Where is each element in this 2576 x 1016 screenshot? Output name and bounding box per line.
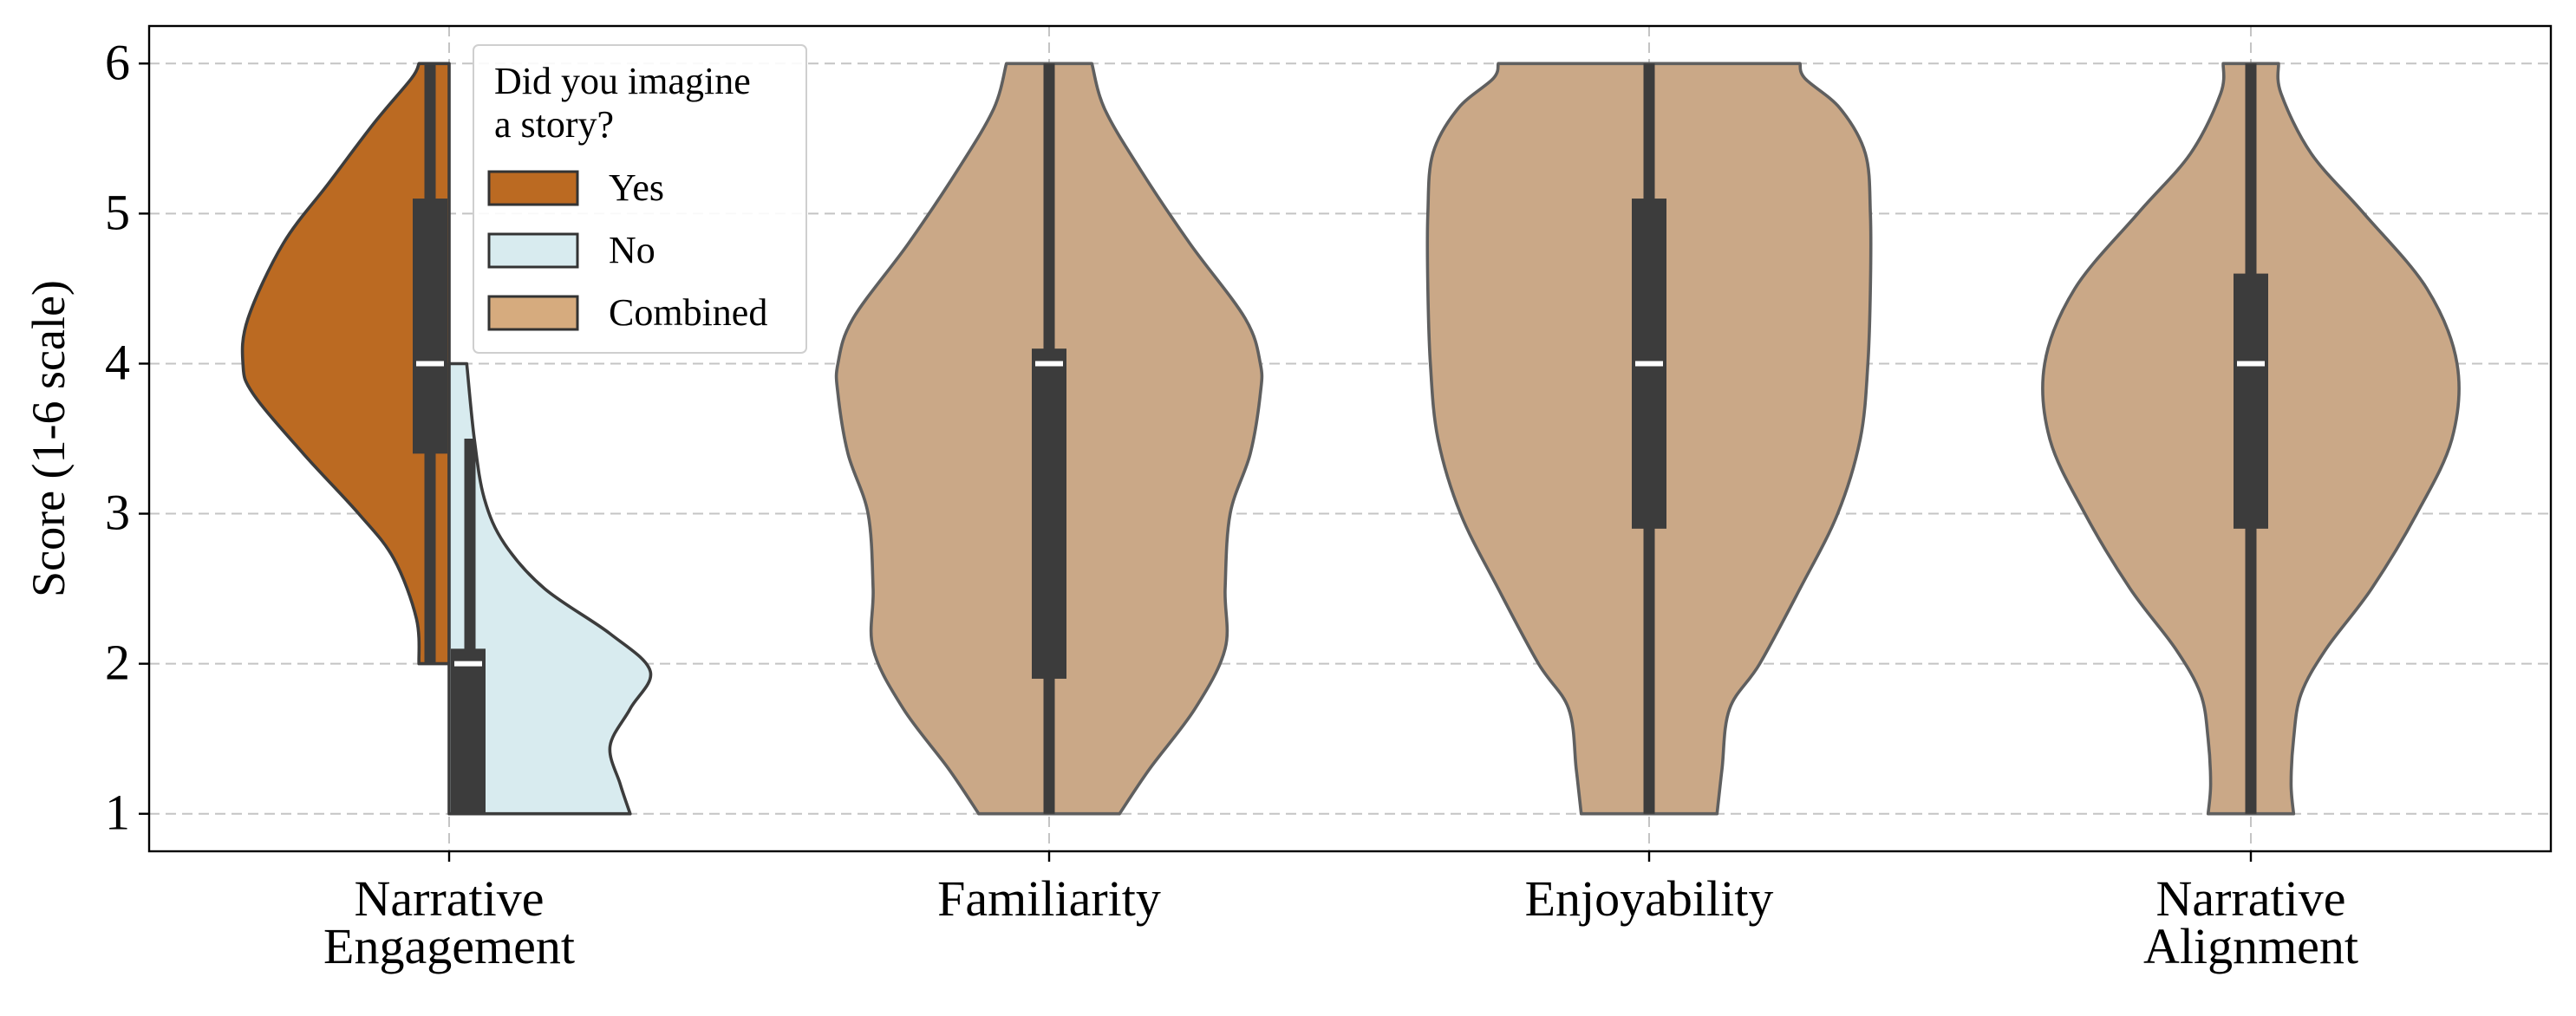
legend-entry-yes: Yes	[487, 166, 664, 209]
violin-no-narrative-engagement	[447, 361, 653, 816]
legend-label: Combined	[609, 291, 767, 334]
legend-label: No	[609, 229, 655, 271]
legend-title-line: Did you imagine	[494, 60, 751, 102]
x-tick-label: Enjoyability	[1525, 870, 1774, 927]
y-axis: 1 2 3 4 5 6	[105, 34, 149, 841]
plot-frame	[147, 24, 2553, 853]
y-tick-label: 5	[105, 184, 130, 240]
violin-yes-narrative-engagement	[240, 62, 451, 666]
y-tick-label: 1	[105, 785, 130, 841]
iqr-box	[413, 199, 447, 454]
legend-swatch	[487, 295, 579, 331]
legend-title-line: a story?	[494, 103, 614, 146]
legend-entry-combined: Combined	[487, 291, 767, 334]
y-tick-label: 3	[105, 485, 130, 541]
x-tick-label: Engagement	[323, 918, 575, 974]
y-tick-label: 4	[105, 334, 130, 390]
y-axis-label: Score (1-6 scale)	[23, 280, 75, 597]
y-tick-label: 6	[105, 34, 130, 90]
x-tick-label: Narrative	[355, 870, 545, 927]
legend-swatch	[487, 232, 579, 269]
x-tick-label: Familiarity	[937, 870, 1161, 927]
box-plots	[413, 63, 2268, 814]
legend-label: Yes	[609, 166, 664, 209]
legend-entry-no: No	[487, 229, 655, 271]
x-tick-label: Alignment	[2143, 918, 2358, 974]
iqr-box	[2234, 273, 2268, 529]
iqr-box	[451, 648, 486, 814]
y-tick-label: 2	[105, 635, 130, 691]
legend-entries: Yes No Combined	[487, 166, 767, 334]
x-tick-label: Narrative	[2156, 870, 2346, 927]
legend-box	[473, 44, 807, 354]
legend-swatch	[487, 170, 579, 206]
iqr-box	[1032, 348, 1066, 679]
